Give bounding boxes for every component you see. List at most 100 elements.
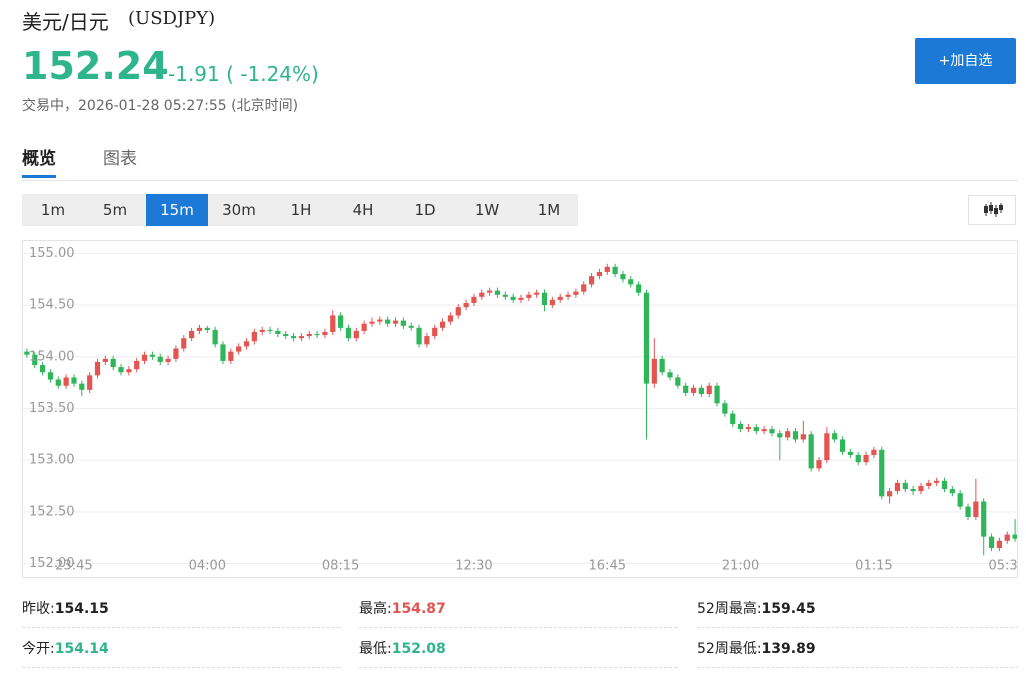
candle-body [683, 385, 689, 393]
y-tick-label: 153.50 [29, 401, 75, 416]
candle-body [643, 292, 650, 384]
stat-label: 52周最低: [697, 641, 762, 657]
y-tick-label: 152.00 [29, 556, 75, 571]
separator [697, 667, 1018, 668]
candle-body [690, 387, 697, 393]
candlestick-chart: 152.00 152.50 153.00 153.50 154.00 154.50 155.… [22, 240, 1018, 578]
candle-body [1012, 534, 1017, 539]
add-watchlist-button[interactable]: +加自选 [915, 38, 1016, 84]
stat-value: 154.14 [54, 641, 109, 657]
candle-body [902, 482, 908, 490]
candle-body [769, 429, 775, 434]
candle-body [204, 327, 210, 330]
candle-body [824, 433, 830, 461]
interval-button[interactable]: 5m [102, 201, 128, 219]
candle-body [745, 427, 752, 430]
candle-body [957, 493, 963, 507]
candle-body [761, 429, 767, 432]
candle-body [298, 336, 305, 339]
candle-body [212, 329, 218, 345]
candle-body [400, 320, 406, 326]
candle-body [196, 327, 203, 331]
candle-body [832, 433, 838, 440]
tab[interactable]: 图表 [103, 149, 137, 169]
candle-body [165, 358, 171, 362]
candle-body [494, 290, 501, 295]
candle-body [134, 360, 140, 370]
interval-button[interactable]: 1M [537, 201, 561, 219]
x-tick-label: 16:45 [589, 559, 626, 574]
candle-body [447, 315, 454, 322]
candle-body [463, 303, 469, 308]
candle-body [730, 413, 736, 424]
candle-body [722, 403, 728, 414]
candle-body [47, 372, 54, 380]
candle-body [604, 266, 610, 273]
candle-body [416, 327, 422, 345]
interval-button[interactable]: 4H [352, 201, 374, 219]
candle-body [24, 351, 30, 355]
candle-body [385, 319, 391, 324]
interval-button[interactable]: 30m [222, 201, 256, 219]
interval-button[interactable]: 1m [40, 201, 66, 219]
candle-body [549, 299, 555, 306]
y-tick-label: 154.50 [29, 298, 75, 313]
interval-button[interactable]: 1W [474, 201, 500, 219]
candle-body [392, 320, 399, 324]
candle-body [149, 354, 156, 357]
candle-body [189, 330, 195, 339]
candle-body [275, 330, 281, 335]
candle-body [628, 279, 634, 285]
candle-body [228, 351, 234, 361]
candle-body [949, 489, 955, 494]
stat-label: 52周最高: [697, 601, 762, 617]
candle-body [102, 358, 108, 362]
candle-icon [984, 202, 1003, 217]
x-tick-label: 04:00 [189, 559, 226, 574]
candle-body [612, 266, 618, 275]
candle-body [259, 329, 265, 332]
candle-body [792, 431, 799, 440]
candle-body [557, 296, 563, 300]
title: 美元/日元 [22, 10, 109, 34]
candle-body [243, 341, 250, 347]
x-tick-label: 12:30 [455, 559, 492, 574]
candle-body [377, 319, 383, 322]
interval-button[interactable]: 1D [414, 201, 436, 219]
candle-body [126, 369, 132, 373]
stat-value: 154.15 [54, 601, 109, 617]
interval-button[interactable]: 1H [290, 201, 312, 219]
chart-style-button[interactable] [968, 195, 1016, 225]
candle-body [753, 427, 759, 432]
divider [22, 180, 1018, 181]
candle-body [510, 296, 516, 300]
candle-body [479, 292, 485, 297]
candle-body [839, 439, 846, 452]
candle-body [636, 284, 642, 293]
candle-body [808, 434, 814, 469]
candle-body [110, 358, 116, 368]
candle-body [55, 379, 61, 386]
stat-value: 159.45 [761, 601, 816, 617]
interval-button[interactable]: 15m [146, 194, 208, 226]
candle-body [777, 433, 783, 438]
candle-body [353, 330, 359, 339]
x-tick-label: 08:15 [322, 559, 359, 574]
separator [359, 667, 677, 668]
candle-body [863, 454, 869, 463]
symbol: (USDJPY) [128, 8, 216, 29]
candle-body [173, 348, 179, 359]
candle-body [847, 451, 853, 455]
candle-body [737, 423, 744, 430]
y-tick-label: 155.00 [29, 246, 75, 261]
y-tick-label: 152.50 [29, 504, 75, 519]
candle-body [432, 327, 438, 337]
candle-body [698, 387, 704, 394]
stat-value: 154.87 [391, 601, 446, 617]
candle-body [620, 274, 626, 280]
tab[interactable]: 概览 [22, 144, 56, 178]
price: 152.24 [22, 44, 169, 88]
separator [22, 667, 340, 668]
candle-body [338, 315, 344, 328]
